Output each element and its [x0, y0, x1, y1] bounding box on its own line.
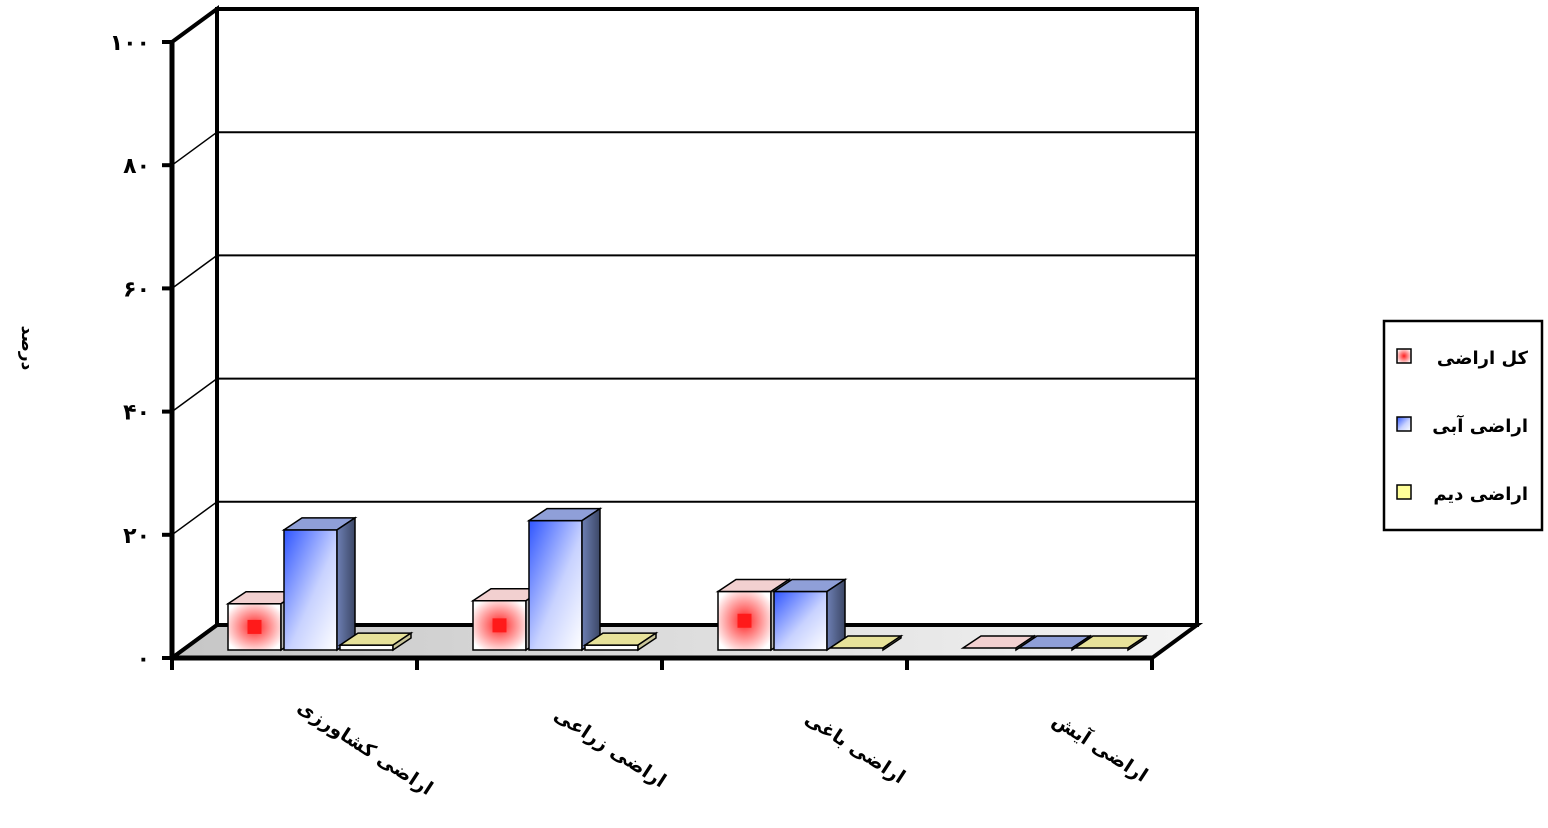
legend-label: کل اراضی: [1437, 348, 1529, 369]
bar-front: [528, 519, 583, 651]
legend-label: اراضی دیم: [1433, 484, 1528, 505]
legend-items: کل اراضی اراضی آبی اراضی دیم: [1396, 348, 1529, 505]
bar-side: [882, 634, 902, 652]
y-tick-label: ۱۰۰: [110, 31, 150, 56]
bar-side: [581, 507, 601, 652]
gridline-side: [171, 377, 218, 413]
legend-label: اراضی آبی: [1432, 414, 1528, 437]
y-tick-label: ۰: [137, 647, 150, 672]
bar: [827, 634, 904, 652]
bar: [1072, 634, 1149, 652]
bar: [526, 507, 603, 652]
bar-center-mark: [492, 618, 507, 633]
bar-front: [773, 590, 828, 651]
x-tick-label: اراضی کشاورزی: [293, 696, 436, 800]
bar-center-mark: [737, 613, 752, 628]
y-tick-label: ۴۰: [123, 401, 150, 426]
bar-side: [1127, 634, 1147, 652]
bar-side: [637, 631, 657, 652]
y-tick-label: ۸۰: [123, 154, 150, 179]
bars: [225, 507, 1149, 652]
x-tick-label: اراضی باغی: [801, 708, 909, 789]
plot-frame: [165, 5, 1204, 662]
bar-side: [336, 516, 356, 652]
side-wall: [170, 5, 219, 662]
back-wall: [215, 7, 1199, 627]
bar-center-mark: [247, 619, 262, 634]
bar-front: [283, 529, 338, 651]
y-axis-label: درصد: [17, 326, 37, 371]
gridline-side: [171, 501, 218, 536]
legend-swatch: [1396, 416, 1412, 432]
bar: [771, 578, 848, 652]
gridline-side: [171, 254, 218, 290]
legend-swatch: [1396, 484, 1412, 500]
legend-swatch: [1396, 348, 1412, 364]
y-tick-label: ۶۰: [123, 277, 150, 302]
y-tick-label: ۲۰: [123, 524, 150, 549]
bar: [337, 631, 414, 652]
y-axis: ۰ ۲۰ ۴۰ ۶۰ ۸۰ ۱۰۰: [110, 31, 172, 672]
bar: [281, 516, 358, 652]
gridline-side: [171, 131, 218, 166]
legend: کل اراضی اراضی آبی اراضی دیم: [1382, 319, 1544, 532]
x-axis: اراضی کشاورزی اراضی زراعی اراضی باغی اراضی …: [170, 658, 1154, 800]
x-tick-label: اراضی آیش: [1048, 707, 1152, 786]
bar-side: [392, 631, 412, 652]
bar: [582, 631, 659, 652]
x-tick-label: اراضی زراعی: [550, 704, 670, 793]
gridline-side: [171, 8, 218, 43]
